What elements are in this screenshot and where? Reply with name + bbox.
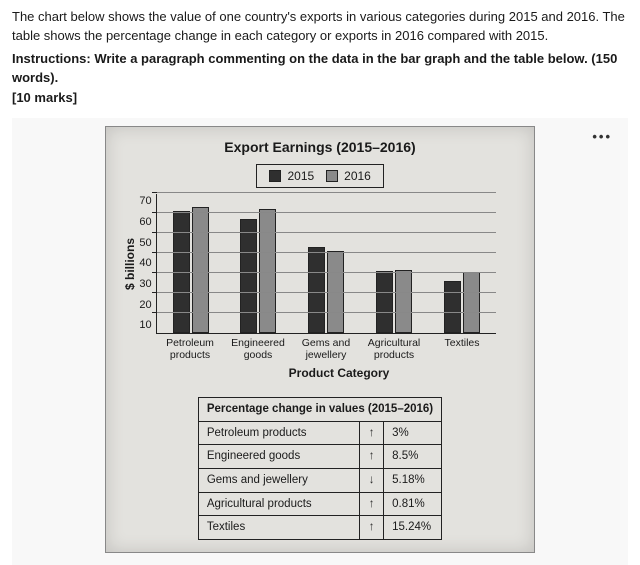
y-tick: 10: [139, 318, 151, 334]
legend-item-2015: 2015: [269, 168, 314, 185]
grid-line: [157, 232, 496, 233]
table-title: Percentage change in values (2015–2016): [198, 397, 441, 421]
table-row: Agricultural products↑0.81%: [198, 492, 441, 516]
tick-mark: [152, 272, 157, 273]
tick-mark: [152, 252, 157, 253]
table-row: Petroleum products↑3%: [198, 421, 441, 445]
grid-line: [157, 212, 496, 213]
table-cell-label: Gems and jewellery: [198, 468, 359, 492]
table-cell-value: 5.18%: [384, 468, 442, 492]
y-tick: 30: [139, 277, 151, 293]
legend-swatch-2016: [326, 170, 338, 182]
grid-line: [157, 272, 496, 273]
bar-2016: [192, 207, 209, 333]
table-cell-value: 8.5%: [384, 445, 442, 469]
table-row: Engineered goods↑8.5%: [198, 445, 441, 469]
category-label: Engineered goods: [226, 337, 290, 361]
grid-line: [157, 312, 496, 313]
table-cell-label: Engineered goods: [198, 445, 359, 469]
more-icon[interactable]: •••: [592, 128, 612, 147]
bar-2016: [395, 270, 412, 333]
tick-mark: [152, 212, 157, 213]
y-tick: 50: [139, 236, 151, 252]
legend-label-2015: 2015: [287, 169, 314, 183]
tick-mark: [152, 312, 157, 313]
grid-line: [157, 292, 496, 293]
bar-2015: [444, 281, 461, 333]
bar-2016: [259, 209, 276, 333]
table-cell-value: 3%: [384, 421, 442, 445]
table-cell-value: 0.81%: [384, 492, 442, 516]
x-axis-label: Product Category: [156, 365, 522, 382]
y-axis-ticks: 70 60 50 40 30 20 10: [139, 194, 155, 334]
bar-2015: [240, 219, 257, 333]
category-label: Gems and jewellery: [294, 337, 358, 361]
table-row: Textiles↑15.24%: [198, 516, 441, 540]
y-tick: 40: [139, 256, 151, 272]
bar-group: [376, 270, 412, 333]
x-axis-categories: Petroleum productsEngineered goodsGems a…: [156, 337, 496, 361]
legend-swatch-2015: [269, 170, 281, 182]
table-cell-label: Petroleum products: [198, 421, 359, 445]
y-tick: 20: [139, 298, 151, 314]
table-cell-label: Agricultural products: [198, 492, 359, 516]
figure-panel: Export Earnings (2015–2016) 2015 2016 $ …: [105, 126, 535, 553]
table-cell-value: 15.24%: [384, 516, 442, 540]
percentage-change-table: Percentage change in values (2015–2016) …: [198, 397, 442, 540]
table-row: Gems and jewellery↓5.18%: [198, 468, 441, 492]
marks-text: [10 marks]: [12, 89, 628, 108]
chart-title: Export Earnings (2015–2016): [118, 137, 522, 157]
intro-text: The chart below shows the value of one c…: [12, 8, 628, 46]
bar-2015: [376, 271, 393, 333]
grid-line: [157, 192, 496, 193]
bar-2016: [463, 272, 480, 333]
legend: 2015 2016: [118, 164, 522, 189]
y-tick: 70: [139, 194, 151, 210]
arrow-up-icon: ↑: [360, 492, 384, 516]
y-axis-label: $ billions: [118, 194, 139, 334]
bar-group: [240, 209, 276, 333]
plot-area: [156, 194, 496, 334]
grid-line: [157, 252, 496, 253]
arrow-up-icon: ↑: [360, 421, 384, 445]
category-label: Agricultural products: [362, 337, 426, 361]
tick-mark: [152, 232, 157, 233]
tick-mark: [152, 292, 157, 293]
legend-label-2016: 2016: [344, 169, 371, 183]
table-cell-label: Textiles: [198, 516, 359, 540]
bar-group: [444, 272, 480, 333]
bar-group: [173, 207, 209, 333]
category-label: Textiles: [430, 337, 494, 361]
y-tick: 60: [139, 215, 151, 231]
instructions-text: Instructions: Write a paragraph commenti…: [12, 50, 628, 88]
arrow-up-icon: ↑: [360, 445, 384, 469]
bar-2015: [308, 247, 325, 333]
bar-group: [308, 247, 344, 333]
arrow-up-icon: ↑: [360, 516, 384, 540]
figure-container: ••• Export Earnings (2015–2016) 2015 201…: [12, 118, 628, 565]
legend-item-2016: 2016: [326, 168, 371, 185]
tick-mark: [152, 192, 157, 193]
category-label: Petroleum products: [158, 337, 222, 361]
arrow-down-icon: ↓: [360, 468, 384, 492]
